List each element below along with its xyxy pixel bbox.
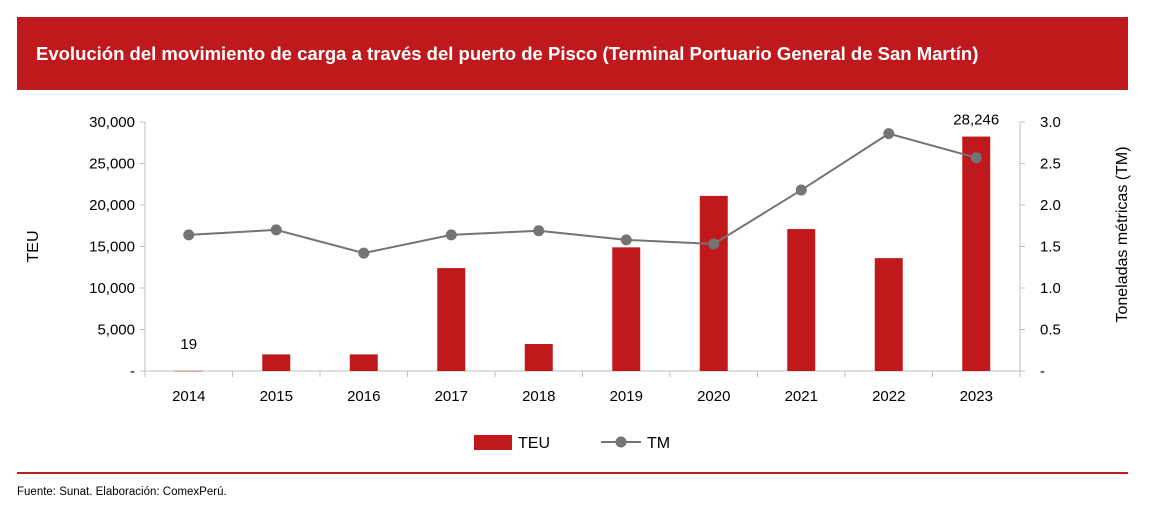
line-tm [188, 132, 977, 255]
x-tick-label: 2019 [610, 388, 643, 405]
point-tm-2021 [795, 184, 807, 196]
y-axis-label: TEU [25, 231, 42, 263]
bar-teu-2015 [262, 354, 291, 371]
y-tick-label: 20,000 [89, 197, 135, 214]
y2-tick-label: 3.0 [1040, 114, 1061, 131]
y2-tick-label: - [1040, 363, 1045, 380]
point-tm-2020 [708, 238, 720, 250]
point-tm-2015 [270, 224, 282, 236]
y-tick-label: 15,000 [89, 239, 135, 256]
y-tick-label: 5,000 [97, 322, 135, 339]
bar-teu-2023 [962, 136, 991, 371]
legend-tm-label: TM [647, 435, 670, 452]
bar-teu-2020 [699, 195, 728, 371]
legend-teu-label: TEU [518, 435, 550, 452]
point-tm-2016 [358, 247, 370, 259]
bar-teu-2018 [524, 344, 553, 371]
bar-teu-2019 [612, 247, 641, 371]
y2-tick-label: 2.5 [1040, 156, 1061, 173]
legend-teu-swatch [474, 435, 512, 450]
point-tm-2014 [183, 229, 195, 241]
point-tm-2019 [620, 234, 632, 246]
x-tick-label: 2023 [960, 388, 993, 405]
x-tick-label: 2022 [872, 388, 905, 405]
bar-teu-2021 [787, 229, 816, 371]
footer-divider [17, 472, 1128, 474]
x-tick-label: 2020 [697, 388, 730, 405]
y-tick-label: 10,000 [89, 280, 135, 297]
point-tm-2017 [445, 229, 457, 241]
x-tick-label: 2017 [435, 388, 468, 405]
y-tick-label: 30,000 [89, 114, 135, 131]
bar-teu-2014 [174, 370, 203, 372]
y2-tick-label: 1.5 [1040, 239, 1061, 256]
y2-tick-label: 2.0 [1040, 197, 1061, 214]
point-tm-2018 [533, 225, 545, 237]
point-tm-2022 [883, 128, 895, 140]
combo-chart: - 5,000 10,000 15,000 20,000 25,000 30,000 - 0.5… [25, 112, 1131, 452]
y2-tick-label: 0.5 [1040, 322, 1061, 339]
legend-tm-marker [615, 436, 627, 448]
bar-teu-2017 [437, 268, 466, 371]
x-tick-label: 2021 [785, 388, 818, 405]
bar-teu-2022 [874, 258, 903, 371]
x-tick-label: 2015 [260, 388, 293, 405]
point-tm-2023 [970, 152, 982, 164]
x-tick-label: 2014 [172, 388, 205, 405]
bar-teu-2016 [349, 354, 378, 371]
y2-axis-label: Toneladas métricas (TM) [1114, 146, 1131, 322]
y-tick-label: 25,000 [89, 156, 135, 173]
chart-title: Evolución del movimiento de carga a trav… [36, 42, 979, 64]
data-label: 28,246 [953, 112, 999, 129]
data-label: 19 [180, 336, 197, 353]
chart-title-banner: Evolución del movimiento de carga a trav… [17, 17, 1128, 90]
y-tick-label: - [130, 363, 135, 380]
x-tick-label: 2016 [347, 388, 380, 405]
source-note: Fuente: Sunat. Elaboración: ComexPerú. [17, 486, 227, 498]
x-tick-label: 2018 [522, 388, 555, 405]
y2-tick-label: 1.0 [1040, 280, 1061, 297]
